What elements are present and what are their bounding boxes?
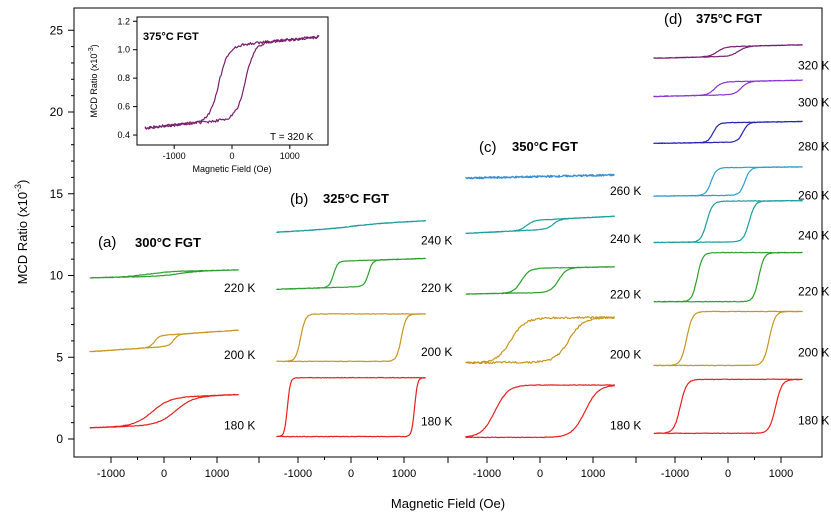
x-tick-label: -1000 (284, 468, 312, 480)
hysteresis-loop-180k (89, 393, 239, 429)
hysteresis-loop-220k (465, 266, 615, 295)
hysteresis-loop-200k (653, 310, 803, 367)
panel-b-sample: 325°C FGT (323, 191, 389, 206)
inset-hysteresis-loop (144, 35, 320, 130)
inset-x-tick-label: 0 (229, 151, 234, 161)
inset-x-axis-label: Magnetic Field (Oe) (192, 164, 271, 174)
inset-y-tick-label: 1.2 (117, 16, 130, 26)
hysteresis-loop-200k (89, 329, 239, 353)
inset-y-tick-label: 0.6 (117, 102, 130, 112)
x-tick-label: 1000 (205, 468, 229, 480)
y-tick-label: 5 (56, 350, 63, 364)
inset-sample-label: 375°C FGT (143, 31, 199, 43)
y-tick-label: 20 (50, 105, 64, 119)
y-tick-label: 0 (56, 432, 63, 446)
x-axis: -1000 0 1000 -1000 0 1000 -1000 0 1000 -1000 0 1000 (97, 457, 793, 480)
inset-plot: 0.4 0.6 0.8 1.0 1.2 -1000 0 1000 MCD Ratio (x1… (88, 13, 336, 174)
hysteresis-loop-180k (653, 378, 803, 435)
panel-d-sample: 375°C FGT (696, 11, 762, 26)
temperature-label: 260 K (798, 189, 829, 203)
temperature-label: 200 K (224, 348, 255, 362)
inset-y-tick-label: 0.8 (117, 73, 130, 83)
y-tick-label: 25 (50, 23, 64, 37)
hysteresis-loops (89, 44, 803, 439)
hysteresis-loop-220k (276, 257, 426, 290)
panel-d-label: (d) (664, 11, 682, 28)
hysteresis-loop-260k (653, 166, 803, 197)
x-tick-label: -1000 (97, 468, 125, 480)
inset-x-tick-label: 1000 (280, 151, 300, 161)
y-tick-label: 15 (50, 187, 64, 201)
panel-a-sample: 300°C FGT (135, 235, 201, 250)
temperature-label: 200 K (610, 347, 641, 361)
hysteresis-loop-240k (276, 219, 426, 233)
inset-temperature-label: T = 320 K (270, 132, 314, 143)
hysteresis-loop-180k (465, 384, 615, 439)
x-axis-label: Magnetic Field (Oe) (391, 496, 505, 511)
x-tick-label: 0 (537, 468, 543, 480)
temperature-label: 300 K (798, 95, 829, 109)
panel-c-label: (c) (479, 139, 497, 156)
hysteresis-loop-240k (653, 199, 803, 244)
inset-x-tick-label: -1000 (163, 151, 186, 161)
hysteresis-loop-300k (653, 79, 803, 98)
temperature-labels: 220 K 200 K 180 K 240 K 220 K 200 K 180 K 260 K… (224, 59, 829, 433)
hysteresis-loop-200k (465, 316, 615, 365)
panel-b-label: (b) (290, 191, 308, 208)
hysteresis-loop-220k (653, 251, 803, 303)
y-tick-label: 10 (50, 269, 64, 283)
inset-y-axis: 0.4 0.6 0.8 1.0 1.2 (117, 16, 137, 140)
x-tick-label: -1000 (661, 468, 689, 480)
panel-c-sample: 350°C FGT (512, 139, 578, 154)
hysteresis-loop-320k (653, 44, 803, 59)
temperature-label: 240 K (610, 232, 641, 246)
temperature-label: 180 K (421, 414, 452, 428)
hysteresis-loop-260k (465, 173, 615, 180)
x-tick-label: 1000 (392, 468, 416, 480)
x-tick-label: 1000 (769, 468, 793, 480)
x-tick-label: 0 (161, 468, 167, 480)
hysteresis-loop-220k (89, 269, 239, 279)
temperature-label: 320 K (798, 59, 829, 73)
inset-y-tick-label: 0.4 (117, 130, 130, 140)
hysteresis-loop-240k (465, 215, 615, 235)
temperature-label: 180 K (798, 413, 829, 427)
temperature-label: 220 K (610, 288, 641, 302)
temperature-label: 220 K (798, 284, 829, 298)
hysteresis-loop-280k (653, 120, 803, 145)
y-axis-label: MCD Ratio (x10-3) (13, 180, 30, 285)
x-tick-label: -1000 (473, 468, 501, 480)
inset-y-tick-label: 1.0 (117, 45, 130, 55)
temperature-label: 240 K (421, 234, 452, 248)
temperature-label: 180 K (224, 418, 255, 432)
x-tick-label: 1000 (581, 468, 605, 480)
hysteresis-loop-200k (276, 313, 426, 363)
x-tick-label: 0 (348, 468, 354, 480)
temperature-label: 260 K (610, 184, 641, 198)
panel-a-label: (a) (98, 234, 116, 251)
temperature-label: 240 K (798, 229, 829, 243)
temperature-label: 200 K (798, 346, 829, 360)
temperature-label: 220 K (224, 281, 255, 295)
temperature-label: 280 K (798, 140, 829, 154)
y-axis: 0 5 10 15 20 25 (50, 23, 74, 446)
hysteresis-loop-180k (276, 376, 426, 438)
temperature-label: 220 K (421, 281, 452, 295)
inset-background (88, 13, 336, 163)
temperature-label: 200 K (421, 345, 452, 359)
x-tick-label: 0 (725, 468, 731, 480)
inset-x-axis: -1000 0 1000 (163, 145, 300, 161)
inset-y-axis-label: MCD Ratio (x10-3) (88, 44, 99, 117)
temperature-label: 180 K (610, 418, 641, 432)
